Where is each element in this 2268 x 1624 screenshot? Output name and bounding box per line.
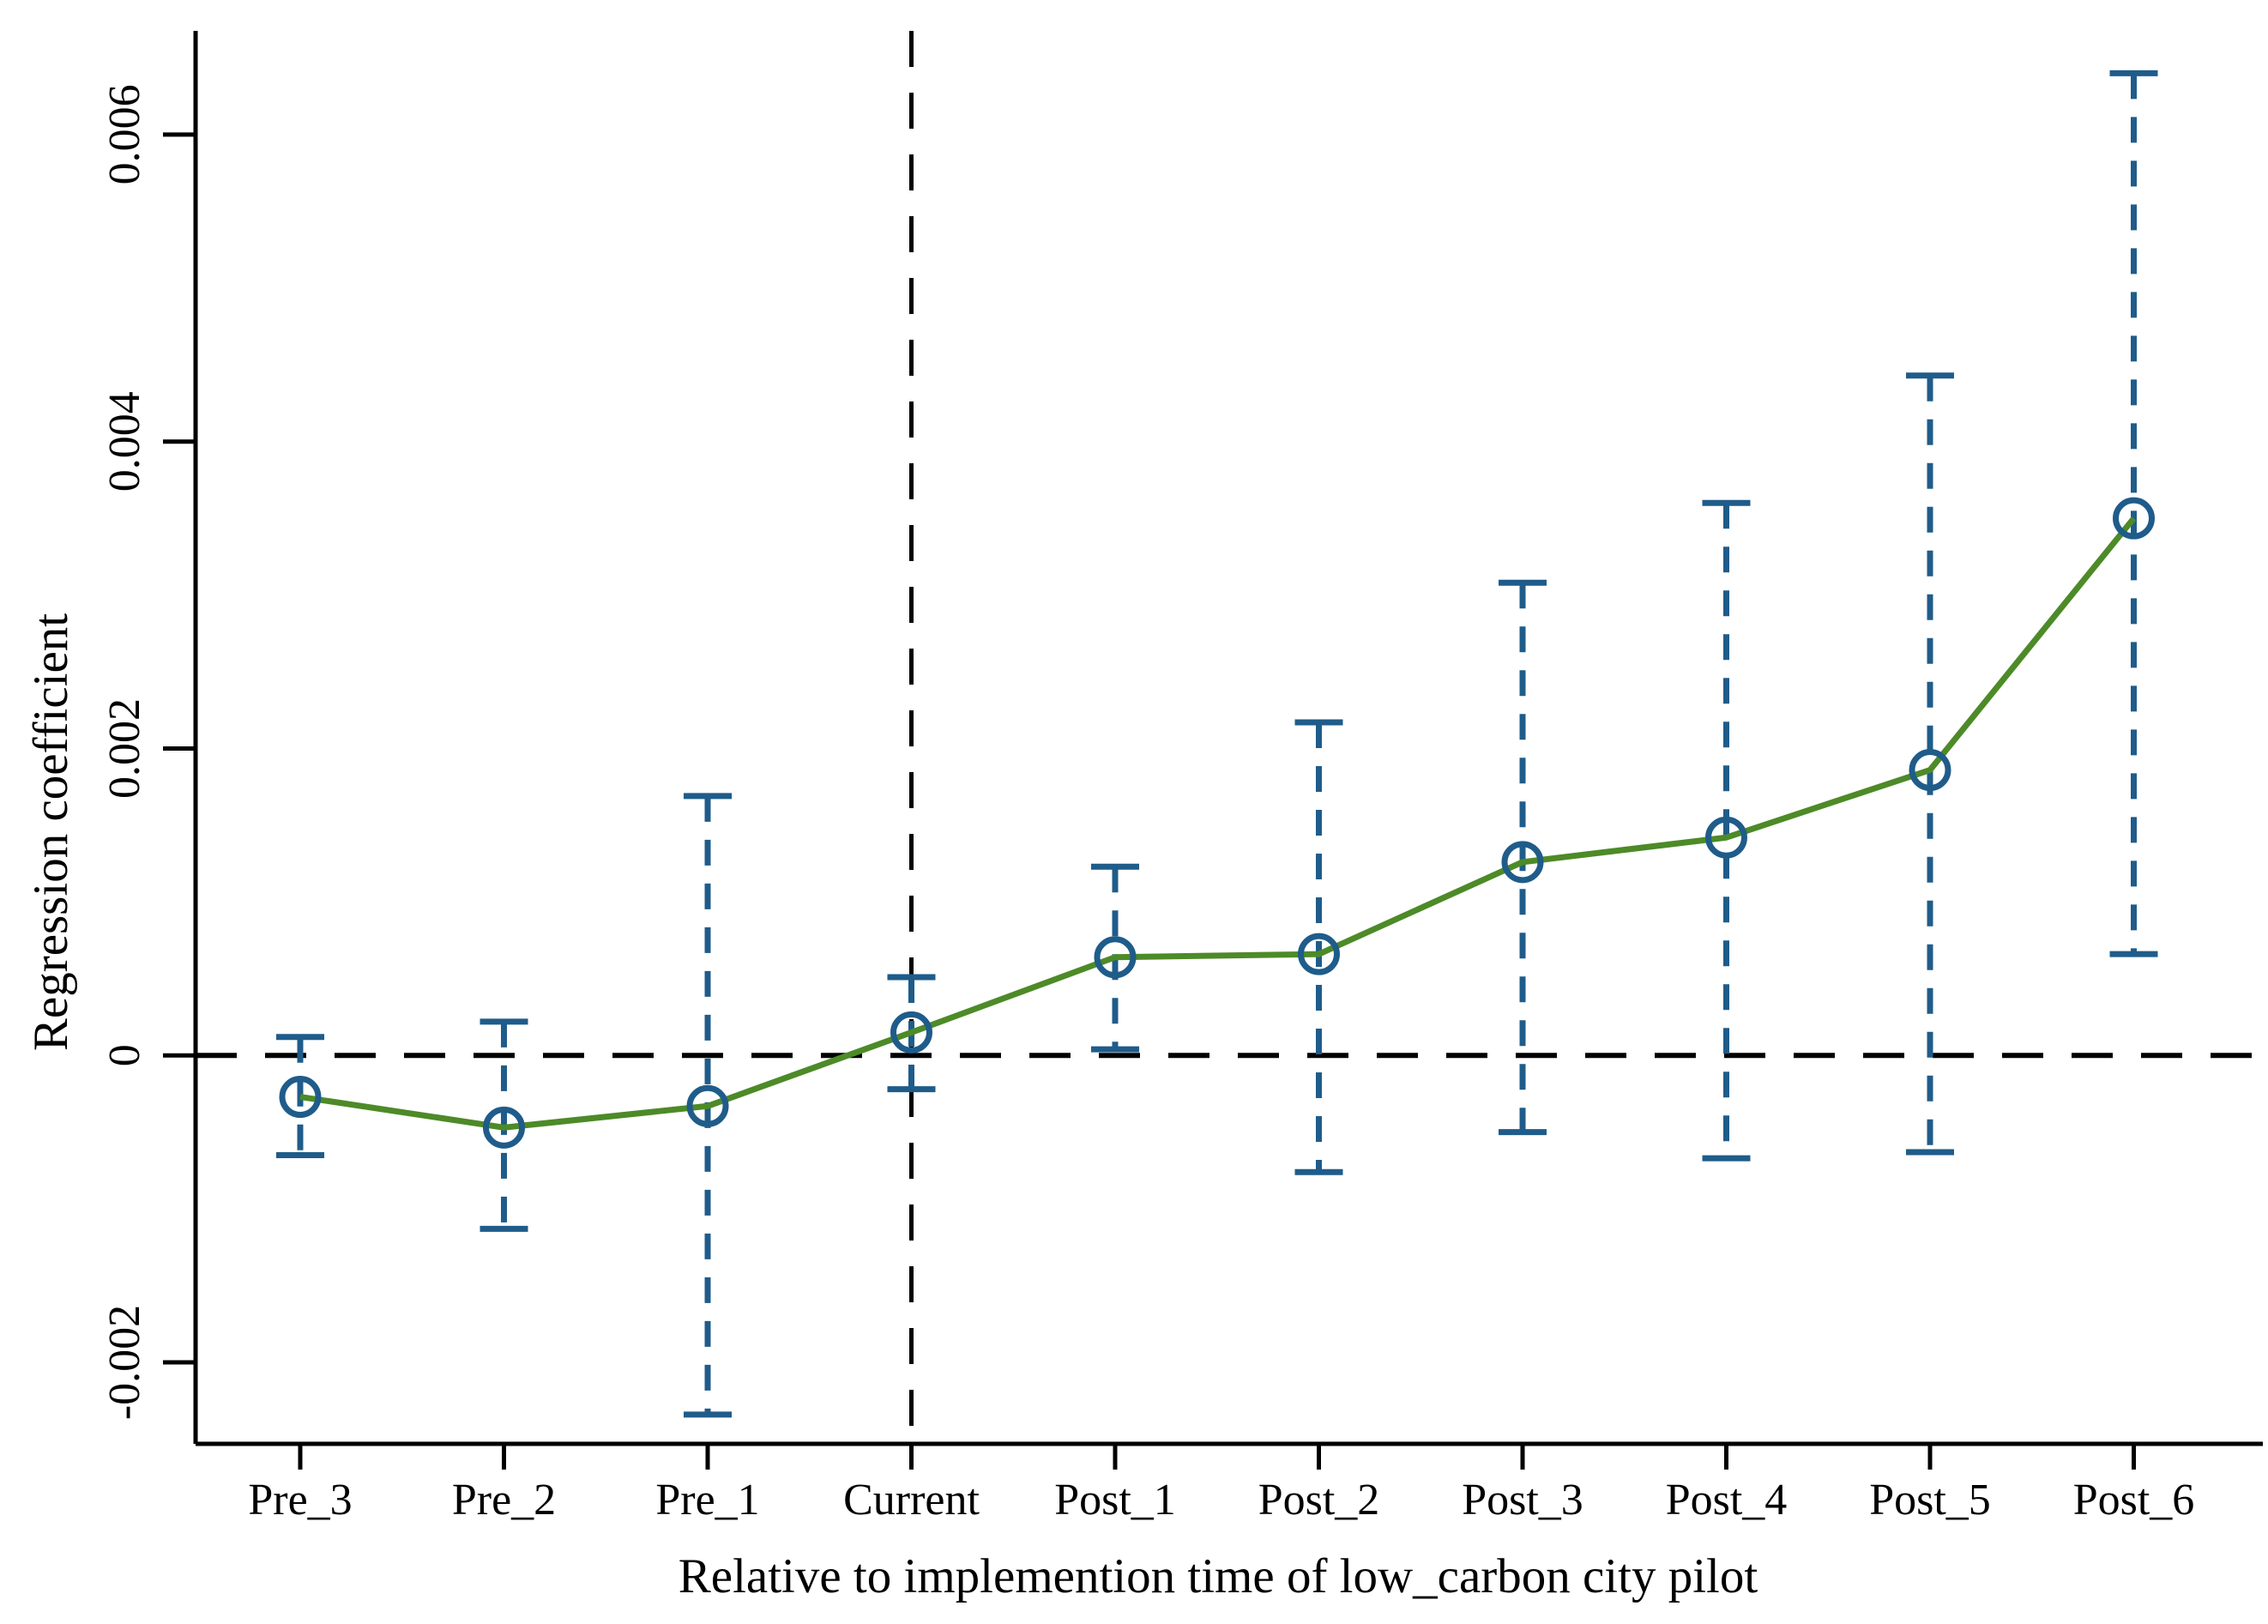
x-tick-label: Post_2 bbox=[1258, 1476, 1380, 1524]
y-tick-label: 0 bbox=[100, 1044, 149, 1066]
axes bbox=[193, 31, 2263, 1446]
data-point-marker bbox=[483, 1106, 525, 1149]
x-tick-label: Pre_2 bbox=[452, 1476, 556, 1524]
x-tick-label: Current bbox=[843, 1476, 980, 1524]
coefficient-line bbox=[299, 516, 2137, 1131]
y-axis-title: Regression coefficient bbox=[24, 613, 78, 1051]
coefficient-polyline bbox=[299, 516, 2137, 1131]
x-tick-label: Post_4 bbox=[1666, 1476, 1788, 1524]
confidence-interval-whiskers bbox=[276, 69, 2158, 1418]
point-markers bbox=[279, 497, 2155, 1149]
data-point-marker bbox=[279, 1076, 322, 1119]
x-tick-label: Post_3 bbox=[1462, 1476, 1583, 1524]
data-point-marker bbox=[1705, 816, 1747, 859]
data-point-marker bbox=[2113, 497, 2155, 540]
data-point-marker bbox=[890, 1011, 932, 1053]
y-tick-label: 0.006 bbox=[100, 84, 149, 184]
x-tick-label: Post_5 bbox=[1869, 1476, 1991, 1524]
data-point-marker bbox=[686, 1084, 729, 1127]
reference-lines bbox=[196, 31, 2263, 1444]
x-axis-title: Relative to implemention time of low_car… bbox=[679, 1549, 1758, 1603]
x-tick-label: Post_6 bbox=[2073, 1476, 2195, 1524]
data-point-marker bbox=[1909, 749, 1951, 792]
tick-marks bbox=[163, 132, 2136, 1470]
y-tick-label: -0.002 bbox=[100, 1305, 149, 1420]
tick-labels: -0.002 0 0.002 0.004 0.006 Pre_3 Pre_2 Pre_1 Cur… bbox=[100, 84, 2194, 1524]
x-tick-label: Pre_1 bbox=[655, 1476, 759, 1524]
data-point-marker bbox=[1298, 933, 1340, 975]
data-point-marker bbox=[1094, 936, 1137, 979]
x-tick-label: Pre_3 bbox=[248, 1476, 352, 1524]
y-tick-label: 0.004 bbox=[100, 391, 149, 492]
data-point-marker bbox=[1501, 841, 1544, 884]
y-tick-label: 0.002 bbox=[100, 698, 149, 799]
x-tick-label: Post_1 bbox=[1054, 1476, 1176, 1524]
